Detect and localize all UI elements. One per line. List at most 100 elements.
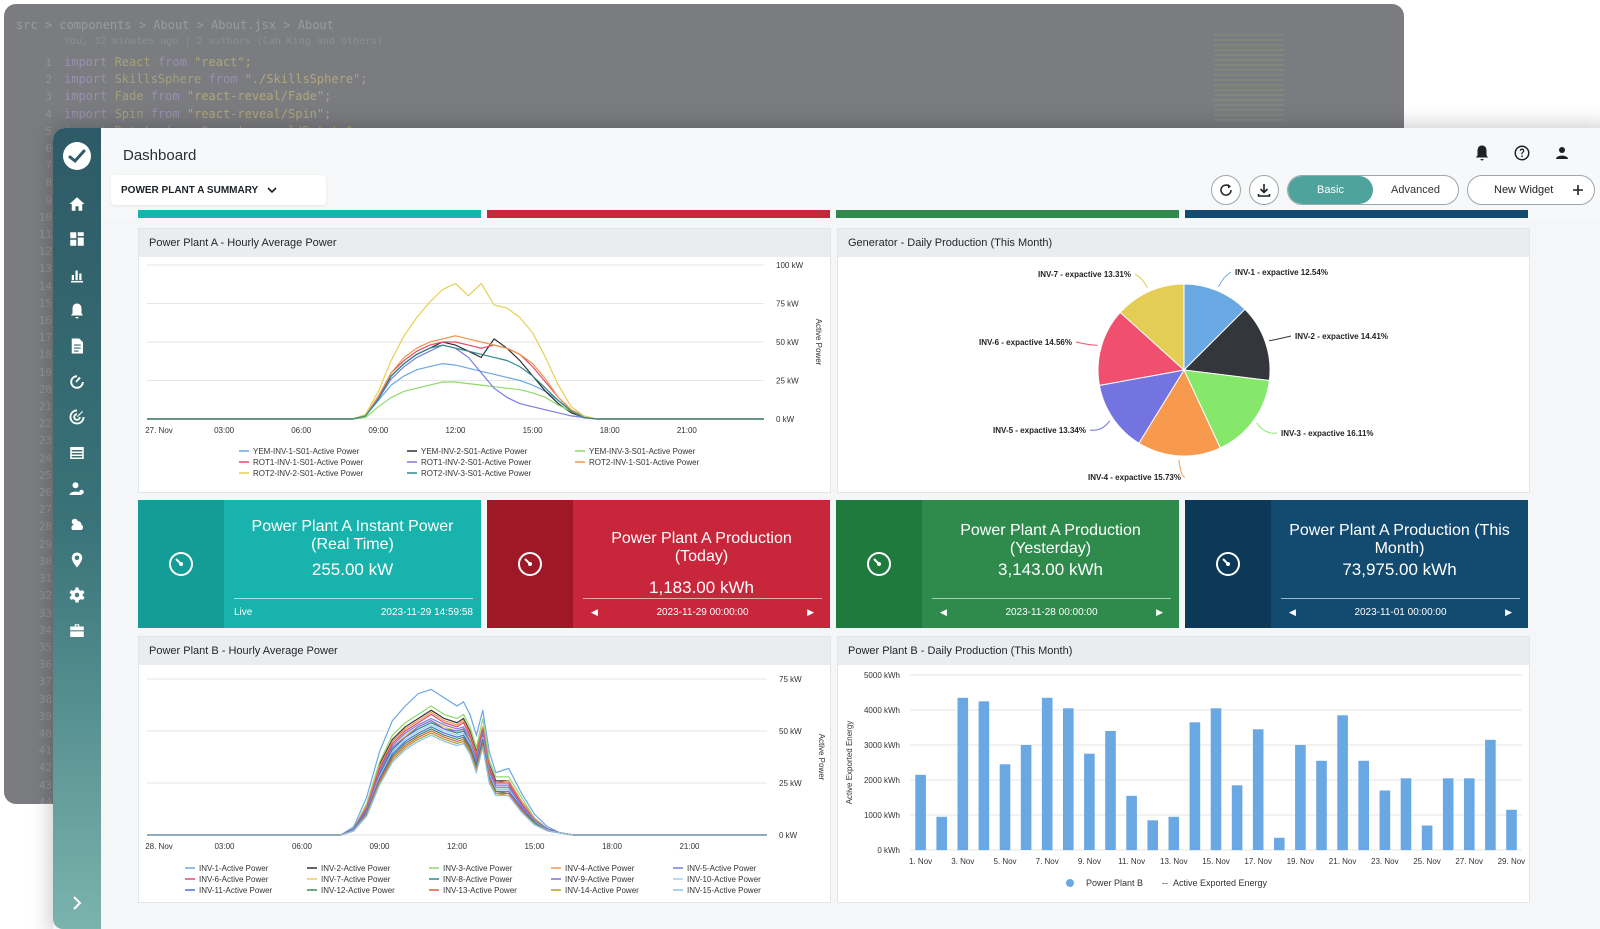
kpi-production-today[interactable]: Power Plant A Production (Today) 1,183.00… [487,500,830,628]
series-line[interactable] [147,344,764,420]
kpi-production-yesterday[interactable]: Power Plant A Production (Yesterday) 3,14… [836,500,1179,628]
bar[interactable] [1400,778,1412,851]
download-button[interactable] [1249,175,1279,205]
previous-date-arrow-icon[interactable]: ◀ [591,607,598,617]
legend-entry[interactable]: INV-3-Active Power [443,864,513,873]
bar[interactable] [1274,837,1285,851]
dashboard-icon[interactable] [53,222,101,258]
previous-date-arrow-icon[interactable]: ◀ [1289,607,1296,617]
weather-icon[interactable] [53,506,101,542]
series-line[interactable] [147,344,764,420]
bar[interactable] [1379,790,1391,851]
bar[interactable] [1464,778,1475,851]
bar[interactable] [1210,708,1222,851]
bar[interactable] [1252,729,1264,850]
location-pin-icon[interactable] [53,542,101,578]
pie-slice[interactable] [1138,368,1221,457]
legend-entry[interactable]: YEM-INV-3-S01-Active Power [589,447,696,456]
bar[interactable] [1295,745,1306,850]
bar[interactable] [1442,778,1454,851]
plant-summary-dropdown[interactable]: POWER PLANT A SUMMARY [111,175,326,205]
series-line[interactable] [147,719,767,836]
legend-entry[interactable]: INV-2-Active Power [321,864,391,873]
kpi-production-this-month[interactable]: Power Plant A Production (This Month) 73,… [1185,500,1528,628]
view-mode-toggle[interactable]: Basic Advanced [1287,175,1459,205]
bar[interactable] [1337,715,1348,851]
sidebar-expand-chevron-icon[interactable] [67,893,87,913]
generator-production-pie-chart[interactable]: INV-1 - expactive 12.54% INV-2 - expactiv… [838,257,1531,493]
bar[interactable] [1041,697,1053,851]
bar[interactable] [1105,731,1116,850]
legend-entry[interactable]: INV-15-Active Power [687,886,761,895]
bar[interactable] [978,701,990,851]
legend-entry[interactable]: INV-10-Active Power [687,875,761,884]
legend-entry[interactable]: INV-7-Active Power [321,875,391,884]
bar[interactable] [936,816,947,851]
hourly-power-b-chart[interactable]: 75 kW 50 kW 25 kW 0 kW Active Power 28. Nov 03… [139,665,832,903]
app-logo-icon[interactable] [63,142,91,170]
kpi-instant-power[interactable]: Power Plant A Instant Power (Real Time) 2… [138,500,481,628]
pie-slice[interactable] [1182,308,1271,382]
bar[interactable] [1063,708,1074,851]
series-line[interactable] [147,362,764,420]
series-line[interactable] [147,688,767,836]
daily-production-bar-chart[interactable]: 5000 kWh 4000 kWh 3000 kWh 2000 kWh 1000 kWh… [838,665,1531,903]
bar[interactable] [915,774,926,851]
next-date-arrow-icon[interactable]: ▶ [1505,607,1512,617]
legend-entry[interactable]: INV-5-Active Power [687,864,757,873]
bar[interactable] [957,697,969,851]
legend-entry[interactable]: ROT2-INV-1-S01-Active Power [589,458,700,467]
series-line[interactable] [147,338,764,420]
bar[interactable] [1126,795,1137,851]
pie-slice[interactable] [1183,283,1246,372]
legend-entry[interactable]: INV-1-Active Power [199,864,269,873]
legend-entry[interactable]: INV-11-Active Power [199,886,273,895]
mode-basic-button[interactable]: Basic [1288,176,1373,204]
series-line[interactable] [147,728,767,836]
new-widget-button[interactable]: New Widget [1467,175,1595,205]
bar[interactable] [1231,785,1243,851]
legend-entry[interactable]: INV-13-Active Power [443,886,517,895]
bar[interactable] [1147,820,1158,851]
home-icon[interactable] [53,186,101,222]
legend-entry[interactable]: INV-6-Active Power [199,875,269,884]
legend-entry[interactable]: INV-8-Active Power [443,875,513,884]
legend-entry[interactable]: ROT1-INV-2-S01-Active Power [421,458,532,467]
bar[interactable] [1485,739,1496,851]
help-icon[interactable] [1513,144,1533,164]
series-line[interactable] [147,717,767,836]
gear-icon[interactable] [53,578,101,614]
hourly-power-a-chart[interactable]: 100 kW 75 kW 50 kW 25 kW 0 kW Active Power 27.… [139,257,832,493]
series-line[interactable] [147,335,764,420]
mode-advanced-button[interactable]: Advanced [1391,184,1440,196]
series-line[interactable] [147,381,764,420]
bell-icon[interactable] [53,293,101,329]
pie-slice[interactable] [1097,311,1186,386]
legend-entry[interactable]: Power Plant B [1086,878,1143,888]
legend-entry[interactable]: YEM-INV-2-S01-Active Power [421,447,528,456]
next-date-arrow-icon[interactable]: ▶ [1156,607,1163,617]
legend-entry[interactable]: ROT2-INV-3-S01-Active Power [421,469,532,478]
notifications-bell-icon[interactable] [1473,144,1493,164]
target-icon[interactable] [53,400,101,436]
previous-date-arrow-icon[interactable]: ◀ [940,607,947,617]
bar-chart-icon[interactable] [53,257,101,293]
legend-entry[interactable]: INV-14-Active Power [565,886,639,895]
bar[interactable] [1506,809,1517,851]
bar[interactable] [1316,760,1327,851]
legend-entry[interactable]: INV-4-Active Power [565,864,635,873]
refresh-button[interactable] [1211,175,1241,205]
user-account-icon[interactable] [1553,144,1573,164]
bar[interactable] [1020,745,1032,850]
bar[interactable] [1168,816,1180,851]
bar[interactable] [1084,753,1095,850]
legend-entry[interactable]: INV-9-Active Power [565,875,635,884]
user-settings-icon[interactable] [53,471,101,507]
series-line[interactable] [147,734,767,836]
legend-entry[interactable]: YEM-INV-1-S01-Active Power [253,447,360,456]
editor-minimap[interactable] [1214,34,1284,124]
series-line[interactable] [147,282,764,420]
pie-slice[interactable] [1183,369,1270,449]
bar[interactable] [1358,760,1369,851]
table-icon[interactable] [53,435,101,471]
